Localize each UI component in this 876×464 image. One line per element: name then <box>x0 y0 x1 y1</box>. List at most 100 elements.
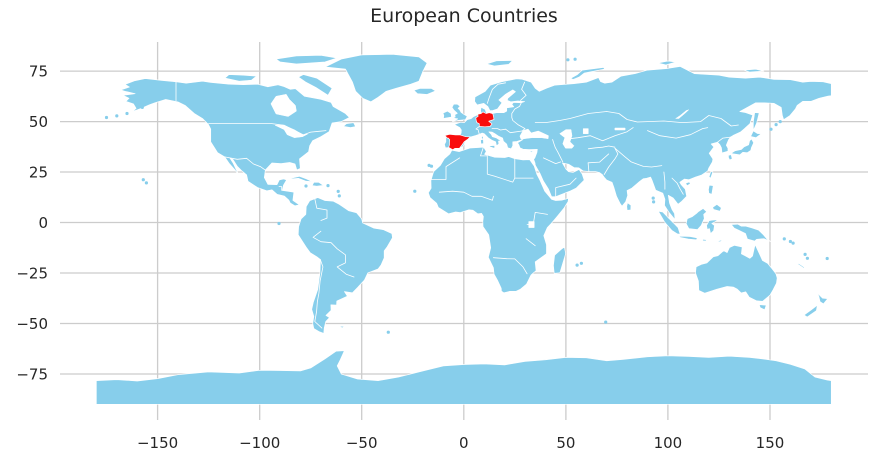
land-australia <box>695 244 778 302</box>
border-line <box>520 81 527 101</box>
land-antarctica <box>95 350 832 405</box>
land-honshu <box>730 138 755 156</box>
land-great-britain <box>451 103 468 122</box>
border-line <box>491 128 523 134</box>
land-sulawesi <box>706 219 719 234</box>
island-dot <box>825 256 829 261</box>
border-line <box>614 147 663 168</box>
border-line <box>486 82 506 104</box>
island-dot <box>791 241 795 245</box>
x-tick-label: 50 <box>556 434 575 452</box>
island-dot <box>604 320 608 324</box>
land-luzon <box>708 184 714 195</box>
land-hispaniola <box>311 181 324 187</box>
y-tick-labels: 75 50 25 0 −25 −50 −75 <box>16 63 48 384</box>
land-hokkaido <box>750 130 762 139</box>
land-south-america <box>297 197 393 334</box>
land-borneo <box>685 208 708 230</box>
border-line <box>555 177 577 198</box>
y-tick-label: 25 <box>29 164 48 182</box>
island-dot <box>141 178 145 182</box>
land-victoria-island <box>224 74 257 82</box>
island-dot <box>277 221 281 226</box>
y-tick-label: 50 <box>29 113 48 131</box>
island-dot <box>774 123 778 127</box>
land-iceland <box>413 88 436 95</box>
island-dot <box>144 181 148 185</box>
water-aral-sea <box>582 128 589 134</box>
island-dot <box>304 184 308 188</box>
border-line <box>475 126 480 135</box>
border-line <box>587 153 610 172</box>
border-line <box>312 230 355 278</box>
island-dot <box>336 189 340 193</box>
land-ireland <box>442 110 452 119</box>
land-baffin-island <box>298 74 333 96</box>
land-svalbard <box>485 60 514 67</box>
x-tick-labels: −150 −100 −50 0 50 100 150 <box>137 434 784 452</box>
land-madagascar <box>553 246 567 274</box>
land-ellesmere-island <box>275 54 338 65</box>
border-line <box>480 147 516 183</box>
border-line <box>314 259 324 329</box>
island-dot <box>651 196 655 200</box>
border-line <box>552 139 564 163</box>
border-line <box>208 123 327 136</box>
border-line <box>663 171 666 190</box>
land-sakhalin <box>752 112 760 131</box>
land-crete <box>511 150 518 153</box>
y-tick-label: 0 <box>38 214 48 232</box>
land-cyprus <box>529 150 535 154</box>
land-eurasia <box>444 66 832 221</box>
border-line <box>671 177 684 195</box>
border-line <box>224 156 266 171</box>
island-dots <box>104 57 829 334</box>
chart-title: European Countries <box>370 5 558 27</box>
land-new-siberian-islands <box>743 68 765 73</box>
border-line <box>314 198 328 221</box>
border-line <box>278 186 283 191</box>
border-line <box>647 127 709 139</box>
island-dot <box>788 239 793 244</box>
land-new-zealand-north <box>816 291 829 305</box>
land-severnaya-zemlya <box>657 60 677 66</box>
land-sicily <box>488 145 496 149</box>
island-dot <box>575 263 579 267</box>
border-line <box>428 157 461 180</box>
island-dot <box>805 256 810 260</box>
water-black-sea <box>519 128 549 140</box>
island-dot <box>386 330 390 334</box>
land-sumbawa <box>702 238 708 242</box>
border-line <box>534 111 739 127</box>
land-new-guinea <box>730 223 772 243</box>
x-tick-label: 100 <box>654 434 683 452</box>
water-caspian-sea <box>559 129 575 149</box>
x-tick-label: 150 <box>756 434 785 452</box>
land-tasmania <box>758 304 767 311</box>
water-lake-balkhash <box>614 127 626 131</box>
land-java <box>678 235 698 241</box>
island-dot <box>429 164 434 168</box>
land-africa <box>427 146 569 294</box>
border-line <box>569 127 634 142</box>
border-line <box>717 136 731 143</box>
land-sardinia <box>480 138 484 145</box>
land-sri-lanka <box>626 202 632 211</box>
island-dot <box>573 57 577 61</box>
y-tick-label: −25 <box>16 265 48 283</box>
island-dot <box>413 189 417 193</box>
highlighted-countries <box>444 111 495 151</box>
island-dot <box>115 114 119 118</box>
land-timor <box>716 239 725 243</box>
island-dot <box>769 127 773 131</box>
inland-water-layer <box>270 94 689 228</box>
land-new-zealand-south <box>803 304 818 318</box>
border-line <box>511 102 526 132</box>
land-new-caledonia <box>797 262 806 269</box>
land-north-america <box>120 78 350 207</box>
island-dot <box>778 120 782 124</box>
x-tick-label: 0 <box>459 434 469 452</box>
border-line <box>543 157 562 164</box>
